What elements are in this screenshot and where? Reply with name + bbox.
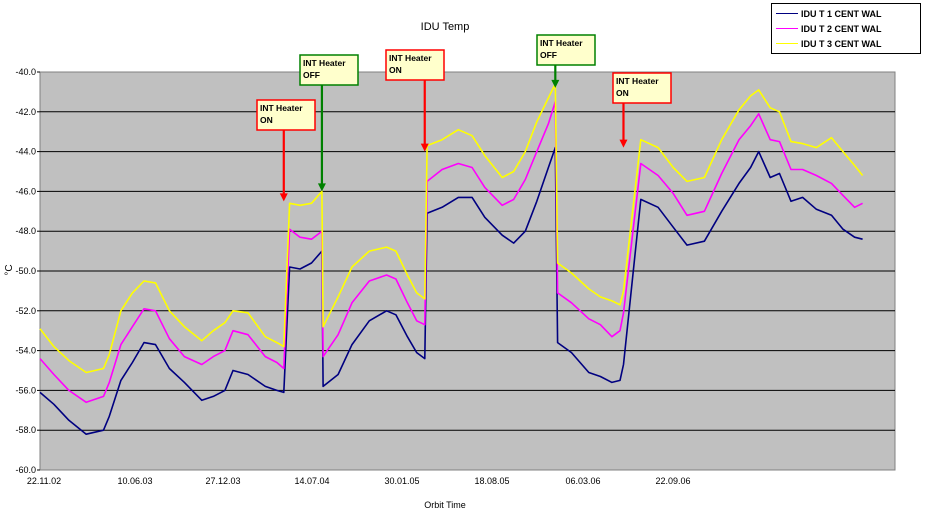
y-tick-label: -60.0 xyxy=(15,465,36,475)
legend-item: IDU T 3 CENT WAL xyxy=(776,36,916,51)
annotation-label: INT Heater xyxy=(616,76,659,86)
annotation-label: ON xyxy=(389,65,402,75)
annotation-label: INT Heater xyxy=(303,58,346,68)
y-tick-label: -56.0 xyxy=(15,385,36,395)
y-tick-label: -48.0 xyxy=(15,226,36,236)
annotation-label: INT Heater xyxy=(389,53,432,63)
y-tick-label: -46.0 xyxy=(15,186,36,196)
legend-swatch xyxy=(776,13,798,14)
annotation-label: OFF xyxy=(540,50,557,60)
y-tick-label: -50.0 xyxy=(15,266,36,276)
x-axis-label: Orbit Time xyxy=(424,500,466,510)
x-tick-label: 18.08.05 xyxy=(474,476,509,486)
annotation-label: ON xyxy=(616,88,629,98)
annotation-box xyxy=(536,34,596,66)
legend-item: IDU T 2 CENT WAL xyxy=(776,21,916,36)
legend-label: IDU T 1 CENT WAL xyxy=(801,8,882,19)
x-axis-ticks: 22.11.02 10.06.03 27.12.03 14.07.04 30.01.05… xyxy=(27,476,691,486)
x-tick-label: 30.01.05 xyxy=(384,476,419,486)
legend: IDU T 1 CENT WAL IDU T 2 CENT WAL IDU T 3 … xyxy=(771,3,921,54)
annotation-arrowhead xyxy=(279,193,288,202)
legend-swatch xyxy=(776,43,798,44)
annotation-arrowhead xyxy=(420,143,429,152)
x-tick-label: 10.06.03 xyxy=(117,476,152,486)
series-line xyxy=(39,146,863,435)
annotation-label: INT Heater xyxy=(540,38,583,48)
series-line xyxy=(39,83,864,374)
x-tick-label: 22.09.06 xyxy=(655,476,690,486)
annotation-box xyxy=(385,49,445,81)
grid-lines xyxy=(40,111,895,431)
annotation-box xyxy=(256,99,316,131)
y-axis-label: °C xyxy=(4,264,15,275)
y-tick-label: -52.0 xyxy=(15,306,36,316)
series-line xyxy=(39,101,863,404)
y-tick-label: -54.0 xyxy=(15,346,36,356)
x-tick-label: 27.12.03 xyxy=(205,476,240,486)
legend-item: IDU T 1 CENT WAL xyxy=(776,6,916,21)
annotations: INT Heater ON INT Heater OFF INT Heater ON INT… xyxy=(256,34,672,202)
annotation-arrowhead xyxy=(317,183,326,192)
annotation-box xyxy=(612,72,672,104)
legend-label: IDU T 3 CENT WAL xyxy=(801,38,882,49)
y-tick-label: -58.0 xyxy=(15,425,36,435)
chart-title: IDU Temp xyxy=(421,21,470,33)
y-tick-label: -40.0 xyxy=(15,67,36,77)
legend-label: IDU T 2 CENT WAL xyxy=(801,23,882,34)
annotation-box xyxy=(299,54,359,86)
legend-swatch xyxy=(776,28,798,29)
y-tick-label: -44.0 xyxy=(15,147,36,157)
annotation-label: OFF xyxy=(303,70,320,80)
annotation-label: INT Heater xyxy=(260,103,303,113)
y-axis-ticks: -40.0 -42.0 -44.0 -46.0 -48.0 -50.0 -52.0 -54.0… xyxy=(15,67,40,475)
annotation-arrowhead xyxy=(619,139,628,148)
x-tick-label: 22.11.02 xyxy=(27,476,61,486)
x-tick-label: 14.07.04 xyxy=(294,476,329,486)
y-tick-label: -42.0 xyxy=(15,107,36,117)
annotation-label: ON xyxy=(260,115,273,125)
x-tick-label: 06.03.06 xyxy=(565,476,600,486)
annotation-arrowhead xyxy=(551,79,560,88)
series-lines xyxy=(39,83,864,435)
